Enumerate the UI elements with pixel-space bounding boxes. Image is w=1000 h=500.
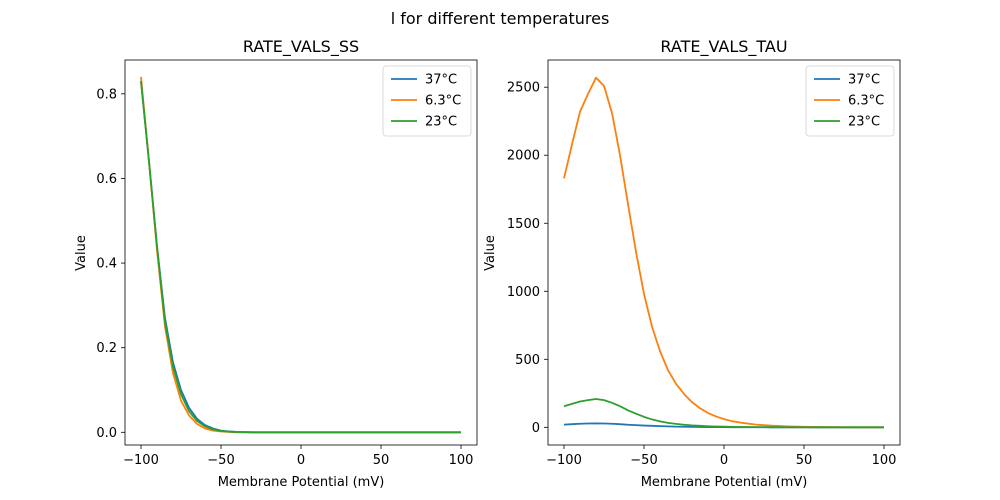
- y-tick-label: 0.4: [96, 257, 117, 272]
- legend-label: 6.3°C: [848, 94, 884, 109]
- y-tick-label: 1500: [507, 217, 540, 232]
- x-axis-label: Membrane Potential (mV): [218, 475, 385, 490]
- legend: 37°C 6.3°C 23°C: [382, 65, 472, 137]
- legend: 37°C 6.3°C 23°C: [805, 65, 895, 137]
- x-tick-label: −100: [123, 453, 159, 468]
- x-tick-label: 100: [872, 453, 897, 468]
- series-line-2: [563, 398, 884, 429]
- legend-box: [805, 65, 895, 137]
- x-tick-label: 0: [720, 453, 728, 468]
- y-tick-label: 2500: [507, 81, 540, 96]
- axes-title: RATE_VALS_SS: [243, 37, 359, 57]
- y-tick-label: 0.2: [96, 341, 117, 356]
- legend-label: 23°C: [425, 115, 457, 130]
- y-tick-label: 0.6: [96, 172, 117, 187]
- x-tick-label: 0: [297, 453, 305, 468]
- y-axis-label: Value: [74, 235, 89, 271]
- y-ticks: 0 500 1000 1500 2000 2500: [507, 81, 548, 436]
- x-tick-label: 100: [449, 453, 474, 468]
- x-tick-label: −50: [630, 453, 657, 468]
- legend-label: 23°C: [848, 115, 880, 130]
- y-tick-label: 0: [532, 421, 540, 436]
- y-ticks: 0.0 0.2 0.4 0.6 0.8: [96, 87, 125, 441]
- legend-label: 6.3°C: [425, 94, 461, 109]
- axes-title: RATE_VALS_TAU: [660, 37, 787, 57]
- x-tick-label: 50: [373, 453, 390, 468]
- figure-suptitle: l for different temperatures: [391, 9, 610, 28]
- x-ticks: −100 −50 0 50 100: [123, 445, 473, 468]
- panel-rate-vals-ss: RATE_VALS_SS Membrane Potential (mV) Val…: [74, 37, 478, 490]
- panel-rate-vals-tau: RATE_VALS_TAU Membrane Potential (mV) Va…: [483, 37, 901, 490]
- series-lines: [140, 76, 461, 434]
- series-line-2: [140, 81, 461, 434]
- x-axis-label: Membrane Potential (mV): [641, 475, 808, 490]
- series-lines: [563, 76, 885, 429]
- y-tick-label: 2000: [507, 149, 540, 164]
- legend-label: 37°C: [848, 73, 880, 88]
- x-ticks: −100 −50 0 50 100: [546, 445, 896, 468]
- x-tick-label: −50: [207, 453, 234, 468]
- y-axis-label: Value: [483, 235, 498, 271]
- y-tick-label: 1000: [507, 285, 540, 300]
- y-tick-label: 0.8: [96, 87, 117, 102]
- x-tick-label: 50: [796, 453, 813, 468]
- x-tick-label: −100: [546, 453, 582, 468]
- legend-box: [382, 65, 472, 137]
- y-tick-label: 500: [515, 353, 540, 368]
- y-tick-label: 0.0: [96, 426, 117, 441]
- legend-label: 37°C: [425, 73, 457, 88]
